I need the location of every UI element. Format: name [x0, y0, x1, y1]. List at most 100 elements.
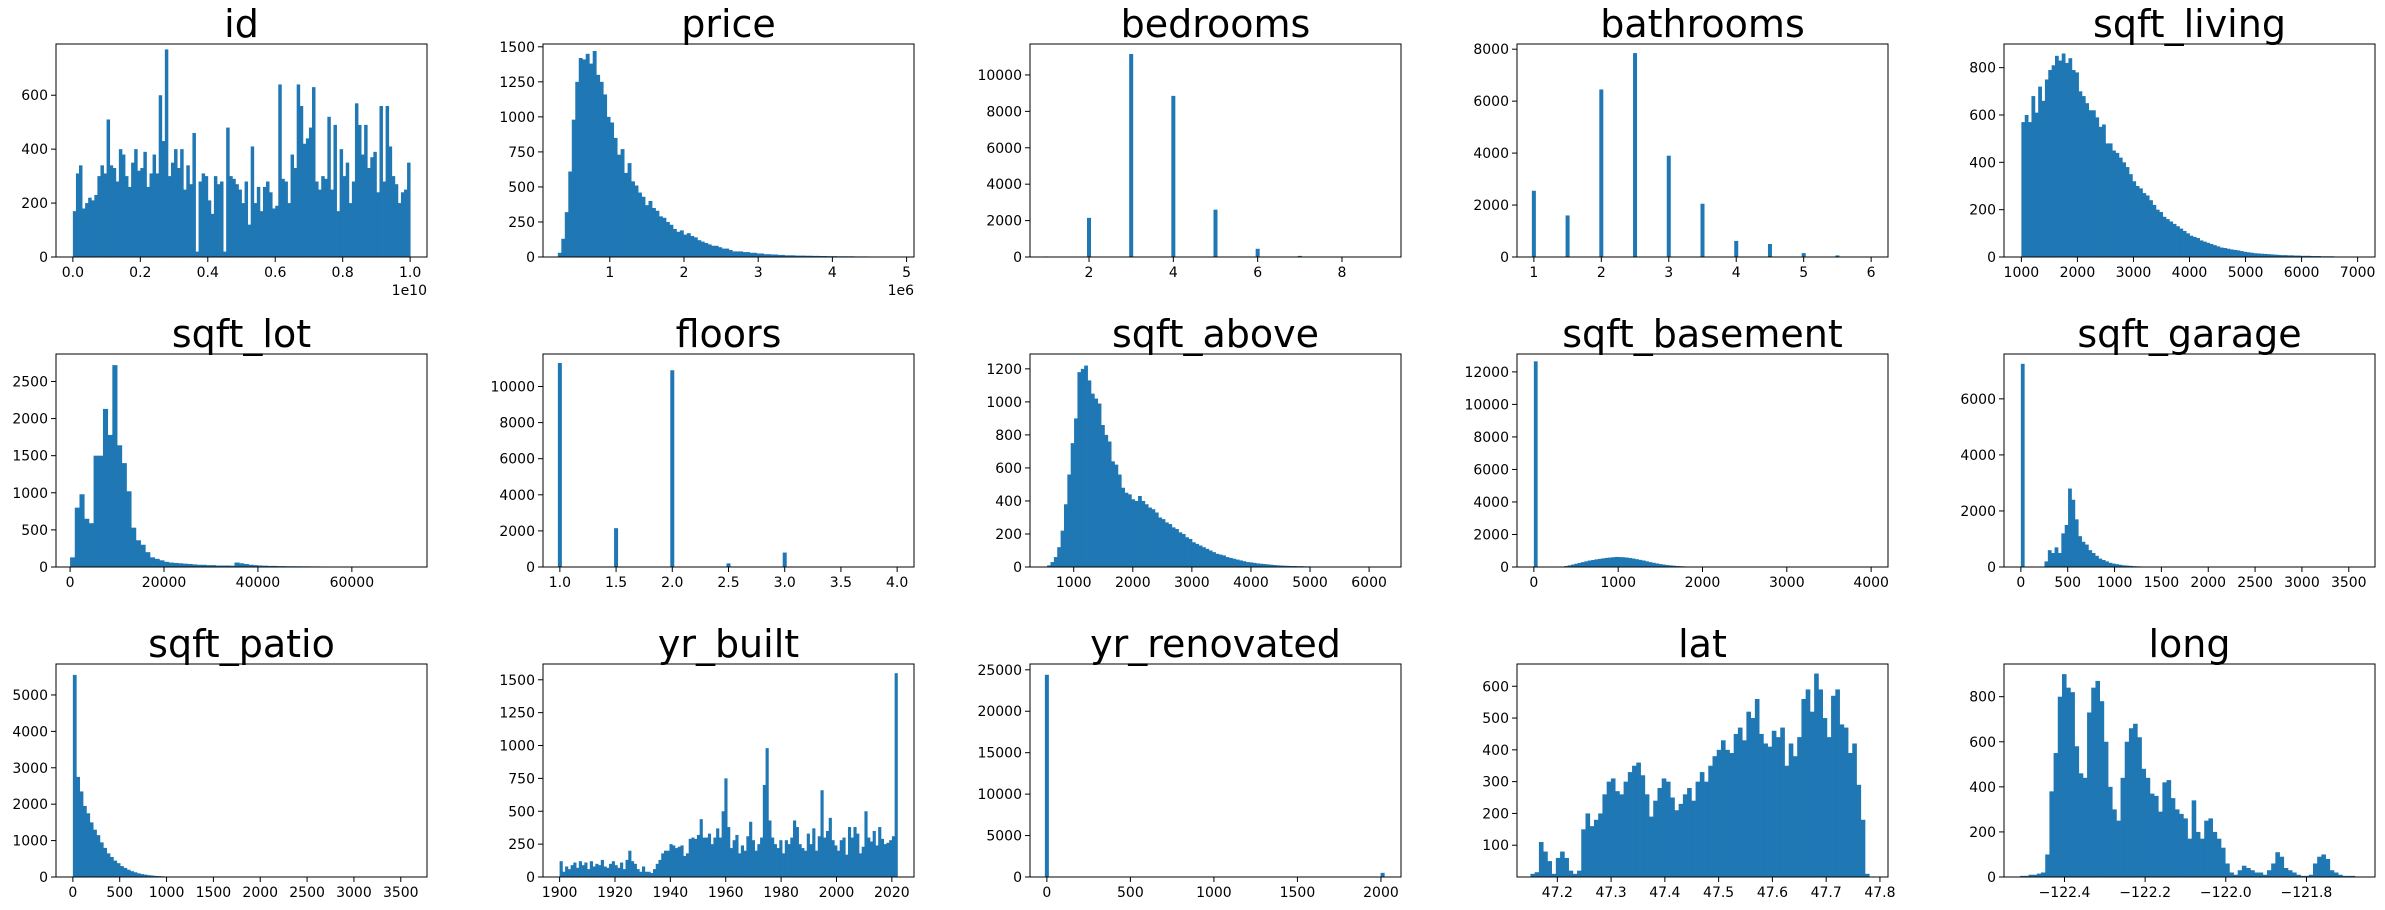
histogram-bar — [2055, 55, 2059, 257]
histogram-bar — [624, 172, 628, 257]
histogram-bar — [1077, 372, 1082, 567]
histogram-bar — [98, 455, 104, 567]
histogram-bar — [883, 844, 887, 877]
histogram-bar — [784, 255, 789, 257]
histogram-bar — [1124, 492, 1129, 567]
histogram-bar — [2206, 242, 2211, 257]
histogram-bar — [2091, 552, 2096, 567]
histogram-bar — [2020, 363, 2025, 567]
histogram-bar — [121, 463, 127, 567]
histogram-bar — [2068, 58, 2073, 258]
y-tick-label: 6000 — [1473, 462, 1509, 478]
histogram-bar — [155, 173, 160, 257]
y-tick-label: 0 — [39, 560, 48, 576]
histogram-bar — [1678, 803, 1684, 877]
y-tick-label: 6000 — [499, 452, 535, 468]
x-tick-label: 1000 — [149, 885, 185, 901]
histogram-bar — [2074, 519, 2079, 567]
histogram-bar — [648, 200, 653, 257]
histogram-bar — [364, 124, 368, 257]
y-tick-label: 1000 — [499, 739, 535, 755]
histogram-bar — [1057, 547, 1061, 567]
y-tick-label: 0 — [39, 250, 48, 266]
histogram-bar — [2070, 692, 2075, 877]
histogram-bar — [130, 871, 134, 877]
x-tick-label: 3000 — [1769, 575, 1805, 591]
histogram-bar — [137, 170, 141, 257]
y-tick-label: 600 — [1482, 679, 1509, 695]
histogram-bar — [198, 181, 203, 257]
histogram-bar — [79, 791, 84, 877]
histogram-bar — [2120, 777, 2126, 877]
histogram-bar — [2048, 70, 2053, 257]
histogram-bar — [2300, 875, 2306, 877]
histogram-bar — [617, 867, 621, 877]
subplot-title: bedrooms — [1121, 2, 1311, 46]
histogram-bar — [1094, 398, 1099, 567]
x-tick-label: 3 — [754, 265, 763, 281]
histogram-bar — [1543, 851, 1548, 877]
histogram-bar — [718, 837, 723, 877]
histogram-bar — [1651, 562, 1656, 567]
histogram-bar — [1614, 556, 1619, 567]
histogram-bar — [631, 181, 635, 257]
x-tick-label: 0 — [66, 575, 75, 591]
histogram-bar — [2199, 240, 2204, 257]
axes-frame — [2003, 663, 2376, 878]
histogram-bar — [713, 837, 717, 877]
histogram-bar — [2189, 235, 2194, 257]
histogram-bar — [1645, 561, 1649, 567]
y-tick-label: 250 — [508, 837, 535, 853]
histogram-bar — [94, 194, 98, 257]
subplot-bedrooms: 2 4 6 8 0 2000 4000 6000 8000 10000 bedrooms — [977, 2, 1402, 281]
histogram-bar — [1104, 434, 1109, 567]
histogram-bar — [84, 518, 90, 567]
histogram-bar — [116, 863, 121, 877]
histogram-bar — [872, 830, 876, 877]
histogram-bar — [2031, 96, 2036, 257]
histogram-bar — [1635, 559, 1639, 567]
histogram-bar — [611, 861, 615, 877]
histogram-bar — [1530, 873, 1536, 877]
histogram-bar — [716, 828, 720, 877]
histogram-bar — [1252, 562, 1257, 567]
histogram-bar — [801, 848, 805, 877]
histogram-bar — [2032, 874, 2038, 877]
y-tick-label: 8000 — [499, 416, 535, 432]
histogram-bar — [2078, 536, 2082, 567]
histogram-bar — [2260, 253, 2264, 257]
histogram-bar — [836, 850, 841, 877]
histogram-bar — [182, 563, 188, 567]
histogram-bar — [699, 819, 703, 877]
histogram-bar — [2253, 253, 2258, 257]
subplot-yr-renovated: 0 500 1000 1500 2000050001000015000200002500… — [977, 622, 1402, 901]
histogram-bar — [809, 844, 813, 877]
histogram-bar — [1712, 756, 1718, 877]
histogram-bar — [196, 564, 202, 567]
histogram-bar — [721, 811, 725, 877]
histogram-bar — [2169, 221, 2174, 257]
histogram-bar — [85, 203, 89, 257]
histogram-bar — [2075, 72, 2079, 258]
histogram-bar — [1171, 527, 1176, 567]
histogram-bar — [1632, 765, 1637, 877]
histogram-bar — [2071, 499, 2076, 567]
histogram-bar — [694, 838, 698, 877]
histogram-bar — [2254, 872, 2259, 877]
histogram-bar — [578, 861, 582, 877]
histogram-bar — [661, 853, 665, 877]
histogram-bar — [206, 565, 212, 567]
histogram-bar — [2183, 818, 2188, 877]
histogram-bar — [275, 205, 279, 257]
histogram-bar — [96, 835, 101, 877]
subplot-title: long — [2148, 622, 2230, 666]
x-tick-label: 2 — [1085, 265, 1094, 281]
histogram-bar — [2162, 216, 2167, 257]
y-tick-label: 1250 — [499, 75, 535, 91]
histogram-bar — [336, 211, 341, 257]
histogram-bar — [272, 565, 278, 567]
subplot-title: sqft_lot — [172, 312, 311, 356]
x-tick-label: 500 — [106, 885, 133, 901]
histogram-bar — [1191, 542, 1196, 567]
